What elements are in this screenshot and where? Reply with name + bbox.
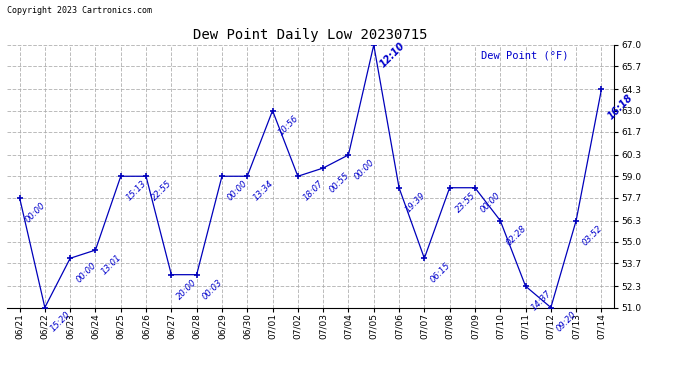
Text: Copyright 2023 Cartronics.com: Copyright 2023 Cartronics.com [7, 6, 152, 15]
Text: 00:00: 00:00 [23, 200, 48, 224]
Text: 06:15: 06:15 [428, 261, 452, 285]
Text: 18:07: 18:07 [302, 179, 326, 203]
Text: 09:20: 09:20 [555, 310, 579, 334]
Text: 13:01: 13:01 [99, 253, 124, 276]
Text: 19:39: 19:39 [403, 190, 427, 214]
Text: 00:00: 00:00 [353, 158, 376, 181]
Text: 20:00: 20:00 [175, 278, 199, 301]
Text: 10:56: 10:56 [277, 113, 300, 137]
Text: 02:28: 02:28 [504, 224, 528, 247]
Text: 00:00: 00:00 [75, 261, 98, 285]
Text: 00:00: 00:00 [479, 190, 503, 214]
Text: 16:18: 16:18 [606, 92, 635, 121]
Text: 15:20: 15:20 [49, 310, 72, 334]
Text: 00:55: 00:55 [327, 171, 351, 194]
Text: 15:13: 15:13 [125, 179, 148, 203]
Text: 12:10: 12:10 [378, 41, 407, 70]
Text: 23:55: 23:55 [454, 190, 477, 214]
Text: 13:34: 13:34 [251, 179, 275, 203]
Text: 22:55: 22:55 [150, 179, 174, 203]
Title: Dew Point Daily Low 20230715: Dew Point Daily Low 20230715 [193, 28, 428, 42]
Text: 00:00: 00:00 [226, 179, 250, 203]
Text: 14:37: 14:37 [530, 289, 553, 312]
Text: Dew Point (°F): Dew Point (°F) [480, 50, 568, 60]
Text: 00:03: 00:03 [201, 278, 224, 301]
Text: 03:52: 03:52 [580, 224, 604, 247]
